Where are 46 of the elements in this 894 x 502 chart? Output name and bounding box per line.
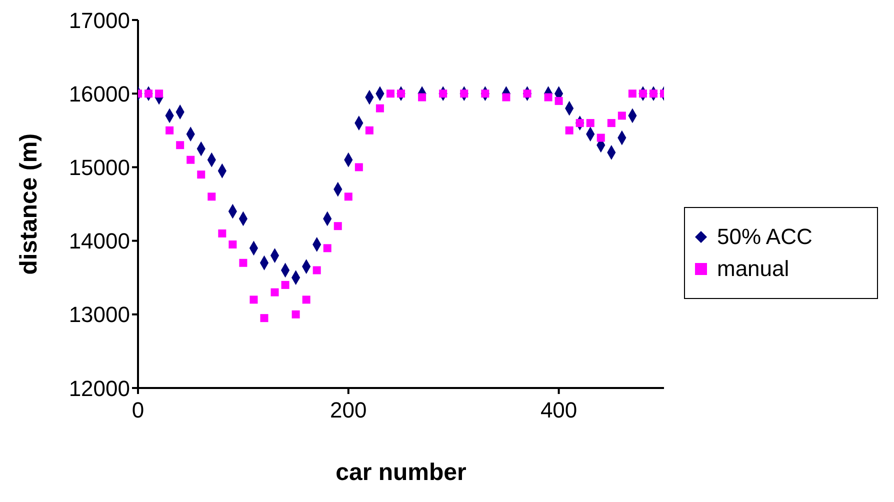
point [354, 163, 363, 172]
point [386, 90, 394, 98]
point [292, 310, 300, 318]
y-tick-label: 14000 [68, 228, 130, 254]
point [186, 156, 195, 164]
point [312, 266, 321, 274]
point [323, 244, 332, 252]
point [344, 192, 352, 201]
point [218, 229, 226, 238]
point [250, 296, 258, 304]
point [228, 240, 237, 248]
point [365, 126, 374, 134]
point [208, 192, 216, 201]
y-tick-label: 13000 [68, 302, 130, 328]
x-tick-label: 0 [132, 398, 144, 423]
legend-label: 50% ACC [717, 224, 812, 250]
point [281, 280, 290, 289]
y-tick-label: 15000 [68, 155, 130, 180]
x-tick-label: 400 [540, 398, 578, 423]
point [376, 104, 384, 112]
point [197, 170, 206, 179]
point [334, 222, 342, 230]
point [166, 126, 174, 134]
point [554, 96, 563, 105]
point [596, 134, 605, 142]
point [418, 93, 426, 102]
point [302, 296, 310, 304]
legend-label: manual [717, 256, 790, 282]
y-tick-label: 12000 [68, 376, 130, 401]
point [239, 258, 248, 267]
x-tick-label: 200 [330, 398, 367, 423]
point [260, 314, 268, 322]
point [176, 141, 184, 150]
y-tick-label: 17000 [68, 8, 130, 33]
point [544, 93, 552, 102]
y-tick-label: 16000 [68, 81, 130, 106]
point [586, 119, 594, 128]
point [607, 119, 616, 128]
y-axis-title: distance (m) [16, 133, 43, 275]
point [502, 93, 510, 102]
point [270, 288, 279, 296]
point [565, 126, 574, 134]
point [628, 90, 636, 98]
x-axis-title: car number [336, 459, 466, 486]
point [155, 90, 164, 98]
point [618, 112, 626, 120]
